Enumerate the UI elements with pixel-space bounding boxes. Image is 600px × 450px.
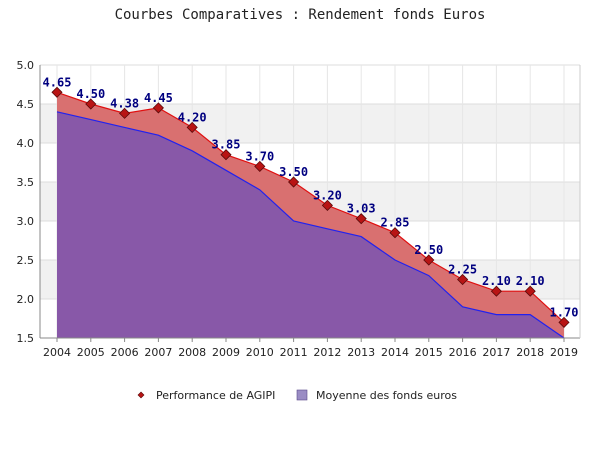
plot-areas <box>56 91 565 339</box>
legend-label-moyenne: Moyenne des fonds euros <box>316 389 457 402</box>
data-point-marker <box>423 254 435 266</box>
data-label: 4.38 <box>110 96 139 110</box>
x-tick-label: 2005 <box>77 346 105 359</box>
data-label: 3.20 <box>313 188 342 202</box>
x-tick-label: 2017 <box>482 346 510 359</box>
series-area-moyenne <box>57 111 564 338</box>
series-line-moyenne <box>56 111 565 339</box>
legend-marker-agipi <box>137 391 145 399</box>
data-point-marker <box>457 273 469 286</box>
data-label: 3.70 <box>245 149 274 163</box>
data-labels: 4.65 4.50 4.38 4.45 4.20 3.85 3.70 3.50 3.20 3.03… <box>43 75 579 319</box>
data-label: 4.50 <box>76 87 105 101</box>
data-point-marker <box>558 316 570 328</box>
x-tick-label: 2011 <box>280 346 308 359</box>
x-tick-label: 2009 <box>212 346 240 359</box>
data-markers <box>51 86 570 328</box>
y-axis-ticks: 1.5 2.0 2.5 3.0 3.5 4.0 4.5 5.0 <box>17 59 35 345</box>
y-tick-label: 4.0 <box>17 137 35 150</box>
data-label: 4.20 <box>178 110 207 124</box>
data-point-marker <box>186 121 198 133</box>
x-axis-ticks: 2004 2005 2006 2007 2008 2009 2010 2011 2012 2013… <box>43 338 578 359</box>
data-label: 2.50 <box>414 243 443 257</box>
data-label: 2.85 <box>381 216 410 230</box>
data-label: 4.65 <box>43 75 72 89</box>
data-point-marker <box>254 160 266 172</box>
data-point-marker <box>490 285 502 297</box>
data-label: 2.10 <box>516 274 545 288</box>
x-tick-label: 2007 <box>144 346 172 359</box>
data-point-marker <box>524 285 536 297</box>
y-tick-label: 4.5 <box>17 98 35 111</box>
data-label: 2.25 <box>448 263 477 277</box>
data-point-marker <box>389 227 401 239</box>
x-tick-label: 2015 <box>415 346 443 359</box>
x-tick-label: 2018 <box>516 346 544 359</box>
series-line-agipi <box>56 91 565 323</box>
x-tick-label: 2012 <box>313 346 341 359</box>
data-point-marker <box>355 213 367 225</box>
x-tick-label: 2008 <box>178 346 206 359</box>
data-label: 3.50 <box>279 165 308 179</box>
y-tick-label: 3.5 <box>17 176 35 189</box>
y-tick-label: 5.0 <box>17 59 35 72</box>
y-tick-label: 2.5 <box>17 254 35 267</box>
data-point-marker <box>152 102 164 114</box>
data-label: 3.03 <box>347 202 376 216</box>
x-tick-label: 2010 <box>246 346 274 359</box>
x-tick-label: 2013 <box>347 346 375 359</box>
chart-title: Courbes Comparatives : Rendement fonds E… <box>115 7 486 23</box>
x-tick-label: 2004 <box>43 346 71 359</box>
data-point-marker <box>85 98 97 110</box>
y-tick-label: 3.0 <box>17 215 35 228</box>
y-tick-label: 2.0 <box>17 293 35 306</box>
x-tick-label: 2016 <box>449 346 477 359</box>
data-label: 4.45 <box>144 91 173 105</box>
data-label: 1.70 <box>550 305 579 319</box>
data-point-marker <box>51 86 63 98</box>
axes <box>39 65 581 339</box>
y-tick-label: 1.5 <box>17 332 35 345</box>
legend-swatch-moyenne <box>296 389 308 401</box>
x-tick-label: 2014 <box>381 346 409 359</box>
data-point-marker <box>321 199 333 211</box>
x-tick-label: 2019 <box>550 346 578 359</box>
data-point-marker <box>220 149 232 161</box>
legend-label-agipi: Performance de AGIPI <box>156 389 275 402</box>
data-label: 2.10 <box>482 274 511 288</box>
data-label: 3.85 <box>212 138 241 152</box>
x-tick-label: 2006 <box>111 346 139 359</box>
data-point-marker <box>119 107 131 119</box>
legend: Performance de AGIPI Moyenne des fonds eu… <box>137 389 457 402</box>
data-point-marker <box>288 176 300 188</box>
